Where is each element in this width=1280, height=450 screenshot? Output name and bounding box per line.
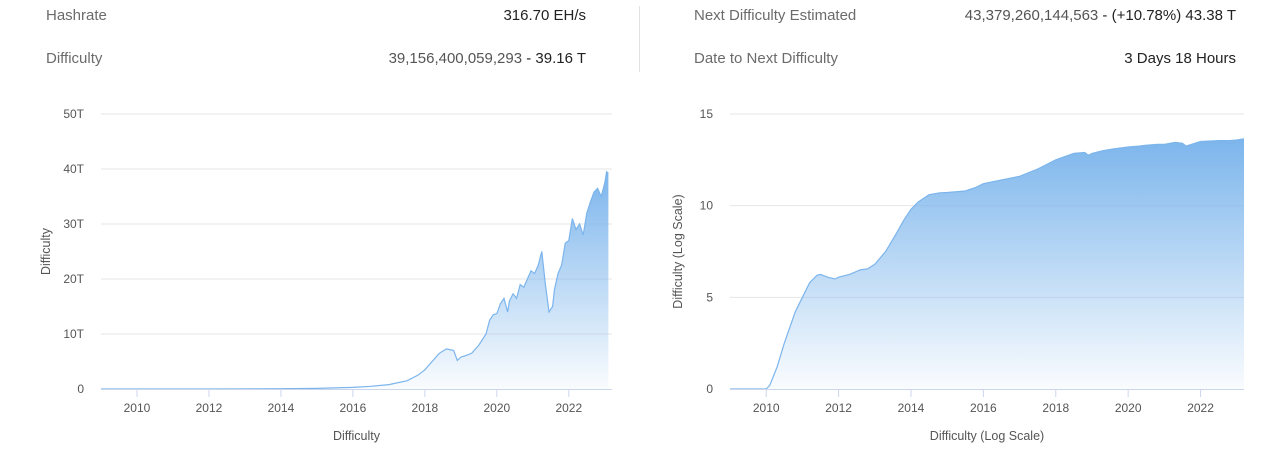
x-tick-label: 2012 (825, 401, 852, 415)
difficulty-row: Difficulty 39,156,400,059,293 - 39.16 T (46, 50, 586, 70)
series-line (730, 138, 1245, 390)
y-tick-label: 30T (63, 217, 84, 231)
stats-left: Hashrate 316.70 EH/s Difficulty 39,156,4… (46, 0, 586, 72)
y-axis-title: Difficulty (Log Scale) (671, 194, 685, 308)
x-tick-label: 2020 (1115, 401, 1142, 415)
date-next-label: Date to Next Difficulty (694, 50, 838, 67)
x-tick-label: 2010 (753, 401, 780, 415)
difficulty-chart: 0 10T 20T 30T 40T 50T 2010 2012 2014 2016 2018 2020… (0, 92, 640, 450)
x-tick-label: 2022 (1187, 401, 1214, 415)
date-next-value: 3 Days 18 Hours (1124, 50, 1236, 67)
series-area (730, 138, 1244, 389)
difficulty-value: 39,156,400,059,293 (388, 50, 523, 67)
y-tick-label: 0 (77, 382, 84, 396)
hashrate-row: Hashrate 316.70 EH/s (46, 7, 586, 27)
difficulty-log-chart-svg: 0 5 10 15 2010 2012 2014 2016 2018 2020 2022 Diffic… (671, 107, 1245, 443)
x-tick-label: 2018 (412, 401, 439, 415)
difficulty-separator: - (522, 50, 536, 67)
x-tick-label: 2020 (483, 401, 510, 415)
stats-divider (639, 6, 640, 72)
x-tick-label: 2016 (970, 401, 997, 415)
next-difficulty-change: (+10.78%) 43.38 T (1111, 7, 1236, 24)
series-area (101, 171, 609, 389)
date-next-row: Date to Next Difficulty 3 Days 18 Hours (694, 50, 1236, 70)
difficulty-log-chart: 0 5 10 15 2010 2012 2014 2016 2018 2020 2022 Diffic… (640, 92, 1280, 450)
x-tick-label: 2014 (268, 401, 295, 415)
y-tick-label: 40T (63, 162, 84, 176)
next-difficulty-value: 43,379,260,144,563 (964, 7, 1099, 24)
y-tick-label: 20T (63, 272, 84, 286)
difficulty-chart-svg: 0 10T 20T 30T 40T 50T 2010 2012 2014 2016 2018 2020… (39, 107, 612, 443)
next-difficulty-row: Next Difficulty Estimated 43,379,260,144… (694, 7, 1236, 27)
next-difficulty-value-group: 43,379,260,144,563 - (+10.78%) 43.38 T (965, 7, 1236, 24)
x-tick-label: 2014 (898, 401, 925, 415)
hashrate-value: 316.70 EH/s (503, 7, 586, 24)
y-tick-label: 0 (706, 382, 713, 396)
x-axis-title: Difficulty (Log Scale) (930, 429, 1044, 443)
y-tick-label: 50T (63, 107, 84, 121)
x-tick-label: 2018 (1042, 401, 1069, 415)
difficulty-value-group: 39,156,400,059,293 - 39.16 T (389, 50, 586, 67)
y-axis-title: Difficulty (39, 227, 53, 275)
next-difficulty-separator: - (1098, 7, 1112, 24)
y-tick-label: 10T (63, 327, 84, 341)
stats-right: Next Difficulty Estimated 43,379,260,144… (694, 0, 1236, 72)
series-line (101, 170, 609, 390)
y-tick-label: 10 (700, 199, 714, 213)
y-tick-label: 5 (706, 290, 713, 304)
difficulty-short: 39.16 T (535, 50, 586, 67)
x-tick-label: 2010 (124, 401, 151, 415)
y-tick-label: 15 (700, 107, 714, 121)
x-tick-label: 2022 (555, 401, 582, 415)
x-tick-label: 2012 (196, 401, 223, 415)
difficulty-label: Difficulty (46, 50, 103, 67)
hashrate-label: Hashrate (46, 7, 107, 24)
next-difficulty-label: Next Difficulty Estimated (694, 7, 857, 24)
x-tick-label: 2016 (340, 401, 367, 415)
x-axis-title: Difficulty (333, 429, 381, 443)
